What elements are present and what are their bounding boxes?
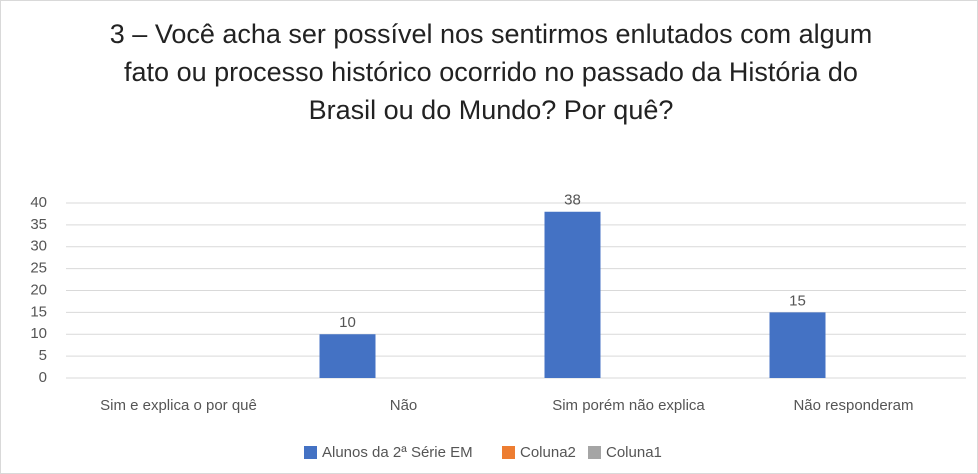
y-tick-label: 0: [39, 369, 47, 386]
bar: [769, 312, 826, 378]
legend-swatch: [502, 446, 515, 459]
y-tick-label: 30: [30, 238, 47, 255]
x-tick-label: Não: [390, 397, 418, 414]
y-tick-label: 40: [30, 194, 47, 211]
y-tick-label: 25: [30, 260, 47, 277]
x-tick-label: Sim e explica o por quê: [100, 397, 257, 414]
legend-label: Coluna2: [520, 444, 576, 461]
x-tick-label: Não responderam: [793, 397, 913, 414]
x-tick-label: Sim porém não explica: [552, 397, 705, 414]
y-tick-label: 10: [30, 325, 47, 342]
y-tick-label: 15: [30, 303, 47, 320]
chart-title: 3 – Você acha ser possível nos sentirmos…: [109, 19, 873, 125]
data-label: 10: [339, 314, 356, 331]
y-tick-label: 5: [39, 347, 47, 364]
legend-swatch: [588, 446, 601, 459]
legend-label: Coluna1: [606, 444, 662, 461]
bar: [319, 334, 376, 378]
y-tick-label: 35: [30, 216, 47, 233]
data-label: 38: [564, 192, 581, 209]
legend-label: Alunos da 2ª Série EM: [322, 444, 473, 461]
data-label: 15: [789, 292, 806, 309]
bar: [544, 211, 601, 378]
y-tick-label: 20: [30, 281, 47, 298]
legend-swatch: [304, 446, 317, 459]
